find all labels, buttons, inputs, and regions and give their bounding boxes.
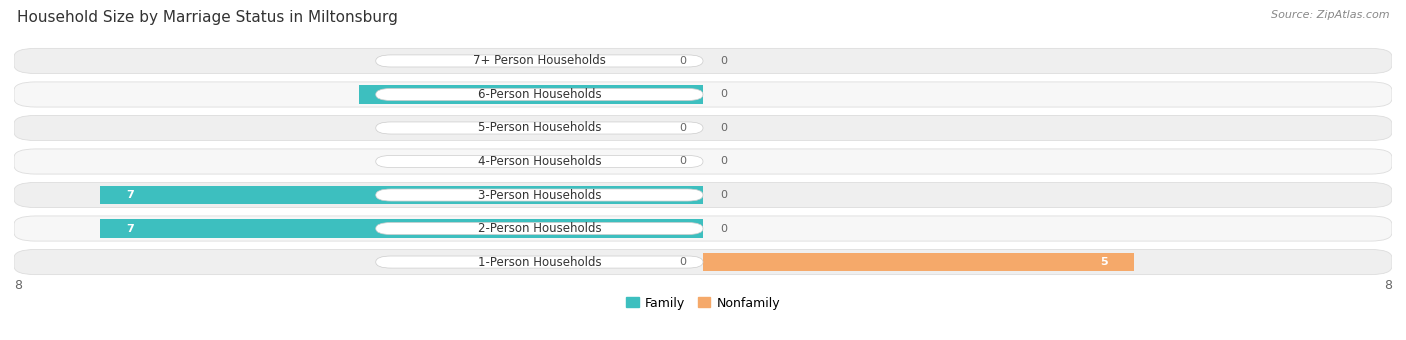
Text: 4-Person Households: 4-Person Households bbox=[478, 155, 602, 168]
Text: 0: 0 bbox=[720, 89, 727, 100]
Text: 3-Person Households: 3-Person Households bbox=[478, 188, 602, 202]
FancyBboxPatch shape bbox=[375, 189, 703, 201]
Text: Household Size by Marriage Status in Miltonsburg: Household Size by Marriage Status in Mil… bbox=[17, 10, 398, 25]
FancyBboxPatch shape bbox=[375, 122, 703, 134]
FancyBboxPatch shape bbox=[375, 222, 703, 235]
FancyBboxPatch shape bbox=[14, 82, 1392, 107]
Text: 0: 0 bbox=[720, 190, 727, 200]
Text: 4: 4 bbox=[384, 89, 392, 100]
FancyBboxPatch shape bbox=[375, 256, 703, 268]
Bar bbox=[703, 253, 1133, 271]
Text: 7+ Person Households: 7+ Person Households bbox=[472, 54, 606, 67]
Text: 5: 5 bbox=[1099, 257, 1108, 267]
FancyBboxPatch shape bbox=[14, 183, 1392, 208]
Text: 0: 0 bbox=[679, 257, 686, 267]
Text: 6-Person Households: 6-Person Households bbox=[478, 88, 602, 101]
Text: 7: 7 bbox=[127, 223, 134, 234]
Text: 2-Person Households: 2-Person Households bbox=[478, 222, 602, 235]
Text: 5-Person Households: 5-Person Households bbox=[478, 121, 602, 135]
Text: 7: 7 bbox=[127, 190, 134, 200]
Text: 0: 0 bbox=[720, 56, 727, 66]
FancyBboxPatch shape bbox=[14, 250, 1392, 275]
FancyBboxPatch shape bbox=[375, 88, 703, 101]
Bar bbox=[100, 186, 703, 204]
FancyBboxPatch shape bbox=[14, 216, 1392, 241]
Text: 8: 8 bbox=[14, 279, 22, 292]
FancyBboxPatch shape bbox=[14, 48, 1392, 73]
Text: 0: 0 bbox=[679, 123, 686, 133]
Text: 0: 0 bbox=[720, 223, 727, 234]
Text: 0: 0 bbox=[679, 156, 686, 167]
Text: 0: 0 bbox=[720, 123, 727, 133]
Text: 1-Person Households: 1-Person Households bbox=[478, 256, 602, 269]
FancyBboxPatch shape bbox=[375, 55, 703, 67]
Text: 0: 0 bbox=[720, 156, 727, 167]
FancyBboxPatch shape bbox=[375, 155, 703, 168]
Bar bbox=[359, 85, 703, 103]
FancyBboxPatch shape bbox=[14, 115, 1392, 140]
Text: 8: 8 bbox=[1384, 279, 1392, 292]
Legend: Family, Nonfamily: Family, Nonfamily bbox=[621, 292, 785, 315]
Text: Source: ZipAtlas.com: Source: ZipAtlas.com bbox=[1271, 10, 1389, 20]
Bar bbox=[100, 220, 703, 238]
FancyBboxPatch shape bbox=[14, 149, 1392, 174]
Text: 0: 0 bbox=[679, 56, 686, 66]
